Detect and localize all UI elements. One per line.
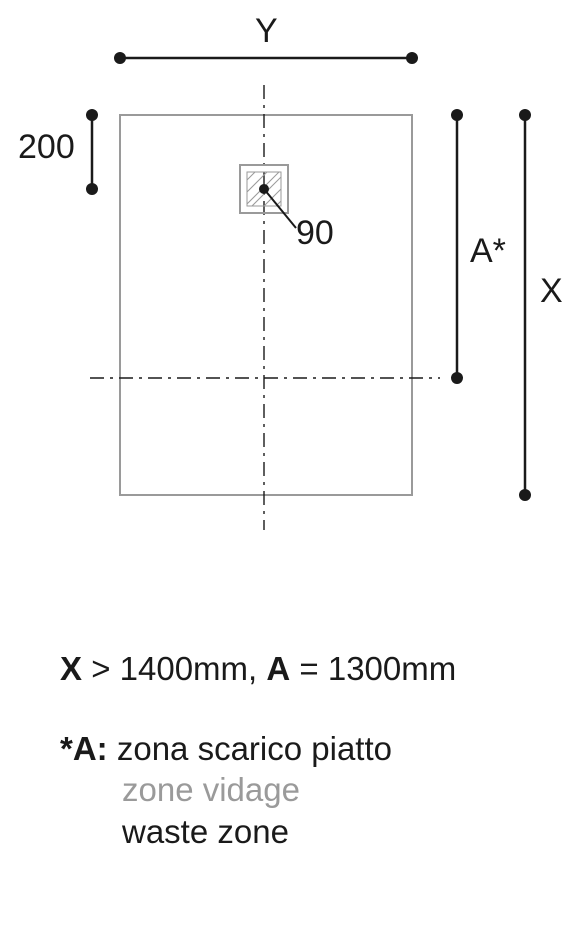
cond-a-val: 1300mm <box>328 650 456 687</box>
dim-x-dot-top <box>519 109 531 121</box>
dim-label-x: X <box>540 272 563 311</box>
dim-200-dot-top <box>86 109 98 121</box>
dim-astar-dot-bot <box>451 372 463 384</box>
legend-english: waste zone <box>122 811 540 852</box>
legend-italian-text: zona scarico piatto <box>117 730 392 767</box>
condition-line: X > 1400mm, A = 1300mm <box>60 650 540 688</box>
cond-a-op: = <box>299 650 327 687</box>
dim-label-200: 200 <box>18 128 75 167</box>
dim-x-dot-bot <box>519 489 531 501</box>
drain-leader <box>264 189 296 228</box>
technical-drawing-svg <box>0 0 583 580</box>
legend-key: *A: <box>60 730 108 767</box>
cond-x-label: X <box>60 650 82 687</box>
cond-comma: , <box>248 650 266 687</box>
dim-y-dot-right <box>406 52 418 64</box>
cond-x-op: > <box>91 650 119 687</box>
cond-x-val: 1400mm <box>120 650 248 687</box>
diagram-container: Y 200 90 A* X X > 1400mm, A = 1300mm *A:… <box>0 0 583 931</box>
legend-line-it: *A: zona scarico piatto <box>60 728 540 769</box>
dim-y-dot-left <box>114 52 126 64</box>
dim-label-y: Y <box>255 12 278 51</box>
dim-label-90: 90 <box>296 214 334 253</box>
dim-200-dot-bot <box>86 183 98 195</box>
legend-french: zone vidage <box>122 769 540 810</box>
cond-a-label: A <box>266 650 290 687</box>
legend-block: *A: zona scarico piatto zone vidage wast… <box>60 728 540 852</box>
notes-block: X > 1400mm, A = 1300mm *A: zona scarico … <box>60 650 540 852</box>
dim-label-astar: A* <box>470 232 506 271</box>
dim-astar-dot-top <box>451 109 463 121</box>
